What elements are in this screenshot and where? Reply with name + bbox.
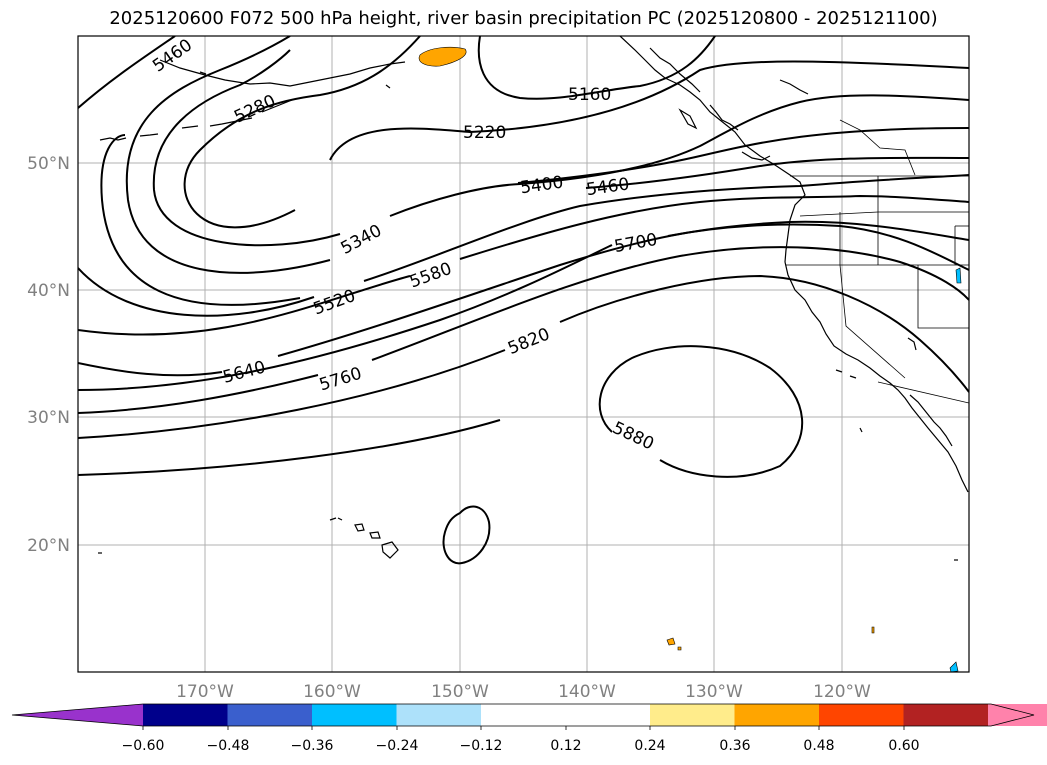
contour-5160 [477, 36, 716, 100]
contour-5520 [78, 174, 969, 317]
colorbar-ticks [142, 726, 905, 730]
contour-5340 [152, 49, 969, 247]
colorbar-tick-labels: −0.60 −0.48 −0.36 −0.24 −0.12 0.12 0.24 … [122, 738, 920, 754]
negative-precip-patch [949, 661, 959, 672]
colorbar-segment [565, 704, 651, 726]
lat-label-40n: 40°N [27, 281, 70, 301]
positive-precip-patch [418, 46, 467, 67]
contour-label: 5160 [568, 85, 611, 105]
contour-5700 [78, 223, 969, 391]
lat-label-20n: 20°N [27, 536, 70, 556]
lon-label-120w: 120°W [813, 682, 871, 702]
height-contours [78, 36, 969, 565]
colorbar-segment [227, 704, 313, 726]
positive-precip-patch [871, 626, 875, 634]
colorbar-segment [903, 704, 989, 726]
positive-precip-patch [666, 637, 676, 646]
lon-label-160w: 160°W [303, 682, 361, 702]
colorbar-segment [650, 704, 735, 726]
colorbar-segment [312, 704, 397, 726]
lon-label-150w: 150°W [431, 682, 489, 702]
colorbar-tick-label: 0.36 [719, 738, 750, 754]
longitude-labels: 170°W 160°W 150°W 140°W 130°W 120°W [176, 682, 871, 702]
map-panel: 5460 5280 5160 5220 5400 5460 5340 5700 … [77, 35, 970, 673]
colorbar-tick-label: −0.48 [207, 738, 250, 754]
lat-label-50n: 50°N [27, 154, 70, 174]
lat-label-30n: 30°N [27, 408, 70, 428]
lon-label-170w: 170°W [176, 682, 234, 702]
colorbar-tick-label: 0.24 [634, 738, 665, 754]
colorbar-tick-label: 0.48 [803, 738, 834, 754]
colorbar-segment [143, 704, 228, 726]
contour-5640 [78, 220, 969, 377]
lon-label-130w: 130°W [685, 682, 743, 702]
latitude-labels: 50°N 40°N 30°N 20°N [27, 154, 70, 556]
contour-5820 [78, 274, 969, 439]
colorbar-extend-high [1034, 711, 1047, 719]
contour-5400 [125, 36, 969, 274]
contour-5880 [598, 345, 804, 478]
contour-5760 [78, 246, 969, 414]
colorbar-tick-label: −0.12 [460, 738, 503, 754]
colorbar-tick-label: 0.12 [550, 738, 581, 754]
map-frame [77, 35, 970, 673]
precipitation-shading [418, 46, 962, 672]
colorbar-tick-label: 0.60 [888, 738, 919, 754]
lon-label-140w: 140°W [558, 682, 616, 702]
colorbar-tick-label: −0.36 [291, 738, 334, 754]
contour-5220 [329, 60, 969, 161]
colorbar-extend-low [12, 704, 143, 726]
contour-5460 [78, 36, 969, 306]
contour-label: 5220 [463, 123, 506, 143]
colorbar-segment [481, 704, 566, 726]
colorbar-segment [819, 704, 904, 726]
contour-5580-south [78, 419, 501, 476]
positive-precip-patch [677, 646, 682, 651]
coastlines [98, 36, 969, 561]
colorbar-segment [734, 704, 820, 726]
gridlines [78, 36, 969, 672]
colorbar: −0.60 −0.48 −0.36 −0.24 −0.12 0.12 0.24 … [11, 703, 1047, 754]
colorbar-segment [988, 704, 1047, 726]
contour-5280 [183, 36, 421, 229]
contour-5880-small [442, 505, 491, 565]
negative-precip-patch [955, 267, 962, 284]
colorbar-segment [396, 704, 482, 726]
colorbar-tick-label: −0.24 [376, 738, 419, 754]
contour-5580 [78, 194, 969, 336]
colorbar-tick-label: −0.60 [122, 738, 165, 754]
figure-title: 2025120600 F072 500 hPa height, river ba… [109, 8, 938, 29]
